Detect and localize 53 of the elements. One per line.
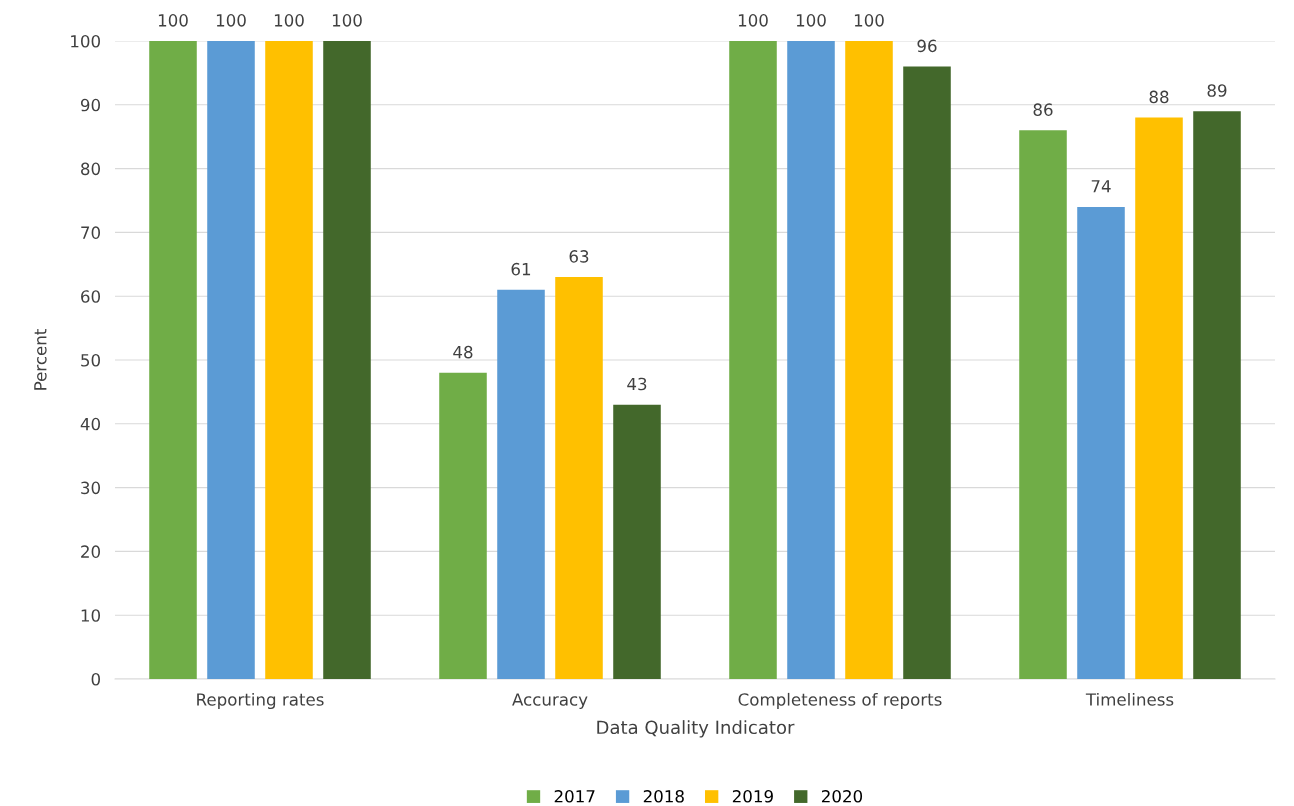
y-tick-label: 0 xyxy=(91,672,100,686)
data-label: 74 xyxy=(1091,180,1111,193)
data-label: 89 xyxy=(1207,84,1227,97)
data-label: 100 xyxy=(158,14,188,27)
legend-label: 2017 xyxy=(554,789,595,803)
bar xyxy=(1193,111,1241,679)
y-tick-label: 70 xyxy=(81,226,100,239)
bar xyxy=(729,41,777,679)
bar xyxy=(845,41,893,679)
x-axis-title: Data Quality Indicator xyxy=(597,720,795,738)
data-label: 88 xyxy=(1149,90,1169,104)
y-tick-label: 30 xyxy=(81,481,100,495)
bar xyxy=(207,41,255,679)
y-tick-label: 60 xyxy=(81,290,100,303)
x-tick-label: Timeliness xyxy=(1085,692,1174,706)
bar xyxy=(903,66,951,679)
bar xyxy=(149,41,197,679)
bar xyxy=(1135,117,1183,679)
bar xyxy=(1019,130,1067,679)
data-label: 61 xyxy=(511,262,531,276)
data-label: 100 xyxy=(854,14,884,27)
data-label: 100 xyxy=(274,14,304,27)
data-label: 100 xyxy=(738,14,768,27)
y-tick-label: 100 xyxy=(71,34,100,48)
legend-label: 2020 xyxy=(821,789,863,803)
data-label: 100 xyxy=(216,14,246,27)
x-tick-label: Reporting rates xyxy=(197,692,324,710)
bar xyxy=(497,289,545,679)
y-tick-label: 80 xyxy=(81,162,100,176)
y-tick-label: 10 xyxy=(81,609,100,622)
x-tick-label: Accuracy xyxy=(512,693,588,710)
y-tick-label: 90 xyxy=(80,98,100,112)
bar xyxy=(265,41,313,679)
y-axis-title: Percent xyxy=(34,329,47,390)
bar xyxy=(787,41,835,679)
data-label: 100 xyxy=(796,14,826,27)
y-tick-label: 40 xyxy=(80,417,100,431)
bar xyxy=(323,41,371,679)
data-label: 48 xyxy=(453,345,473,359)
data-label: 63 xyxy=(569,250,589,263)
y-tick-label: 20 xyxy=(81,545,100,558)
bar xyxy=(439,372,487,679)
data-label: 86 xyxy=(1033,103,1053,116)
data-label: 96 xyxy=(917,39,937,53)
data-label: 43 xyxy=(627,377,647,391)
bar xyxy=(555,277,603,679)
data-label: 100 xyxy=(332,14,362,27)
bar xyxy=(1077,206,1125,679)
y-tick-label: 50 xyxy=(81,353,100,367)
bar xyxy=(613,404,661,679)
legend-label: 2018 xyxy=(643,789,684,803)
x-tick-label: Completeness of reports xyxy=(738,692,942,710)
legend-label: 2019 xyxy=(732,789,773,803)
